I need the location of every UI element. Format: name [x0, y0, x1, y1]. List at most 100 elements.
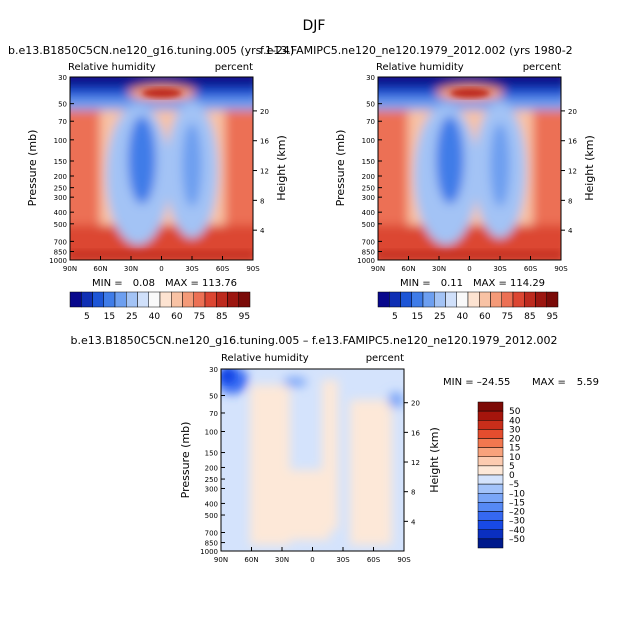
colorbar-swatch: [400, 291, 412, 308]
y-tick-label: 300: [205, 486, 218, 494]
height-tick-label: 20: [260, 108, 269, 116]
colorbar-swatch: [477, 538, 504, 549]
x-tick-label: 30S: [493, 265, 507, 273]
x-tick-label: 30N: [275, 556, 289, 564]
x-tick-label: 30S: [185, 265, 199, 273]
x-tick-label: 90S: [246, 265, 260, 273]
stats-min: 0.11: [441, 278, 463, 289]
colorbar-swatch: [477, 520, 504, 530]
height-tick-label: 16: [568, 138, 577, 146]
contour-field: [378, 77, 561, 260]
colorbar-swatch: [227, 291, 239, 308]
x-tick-label: 0: [159, 265, 163, 273]
y-tick-label: 150: [54, 158, 67, 166]
y-tick-label: 500: [54, 221, 67, 229]
colorbar-label: 40: [457, 312, 469, 322]
y-tick-label: 200: [362, 173, 375, 181]
y-tick-label: 100: [362, 137, 375, 145]
y-tick-label: 30: [209, 366, 218, 374]
colorbar-swatch: [445, 291, 457, 308]
colorbar-label: 15: [104, 312, 115, 322]
x-tick-label: 60N: [401, 265, 415, 273]
x-tick-label: 0: [467, 265, 471, 273]
x-tick-label: 60S: [216, 265, 230, 273]
y-tick-label: 400: [362, 209, 375, 217]
height-tick-label: 4: [260, 227, 265, 235]
y-tick-label: 150: [362, 158, 375, 166]
x-tick-label: 30S: [336, 556, 350, 564]
colorbar-label: 30: [509, 425, 521, 435]
colorbar-label: 85: [524, 312, 535, 322]
y-tick-label: 30: [58, 74, 67, 82]
colorbar-swatch: [477, 456, 504, 467]
panel-amip: f.e13.FAMIPC5.ne120_ne120.1979_2012.002 …: [260, 44, 596, 322]
y2-axis-label: Height (km): [583, 135, 596, 201]
y-tick-label: 1000: [49, 257, 67, 265]
x-tick-label: 60N: [93, 265, 107, 273]
y-tick-label: 50: [366, 101, 375, 109]
y-axis-label: Pressure (mb): [179, 422, 192, 499]
colorbar-swatch: [477, 502, 504, 512]
x-tick-label: 60S: [367, 556, 381, 564]
colorbar-swatch: [477, 483, 504, 494]
x-tick-label: 90N: [63, 265, 77, 273]
colorbar-swatch: [171, 291, 183, 308]
y-tick-label: 70: [58, 118, 67, 126]
axis-ticks: 305070100150200250300400500700850100090N…: [49, 74, 269, 273]
colorbar-swatch: [512, 291, 525, 308]
left-label: Relative humidity: [68, 62, 156, 73]
colorbar-swatch: [182, 291, 194, 308]
height-tick-label: 12: [568, 168, 577, 176]
x-tick-label: 90S: [397, 556, 411, 564]
y-tick-label: 30: [366, 74, 375, 82]
colorbar-swatch: [477, 420, 504, 430]
y-tick-label: 500: [205, 512, 218, 520]
right-label: percent: [366, 353, 404, 364]
colorbar-label: –15: [509, 498, 525, 508]
colorbar-label: 75: [502, 312, 513, 322]
colorbar-swatch: [114, 291, 127, 308]
right-label: percent: [215, 62, 253, 73]
colorbar-label: 0: [509, 471, 515, 481]
left-label: Relative humidity: [221, 353, 309, 364]
colorbar-label: 40: [509, 416, 521, 426]
colorbar-swatch: [456, 291, 469, 308]
colorbar: 5 15 25 40 60 75 85 95: [377, 291, 559, 322]
stats-min: MIN = –24.55: [443, 377, 510, 388]
colorbar-swatch: [477, 438, 504, 448]
height-tick-label: 8: [411, 489, 415, 497]
y-tick-label: 50: [209, 393, 218, 401]
y-tick-label: 400: [54, 209, 67, 217]
colorbar-swatch: [411, 291, 424, 308]
colorbar-label: –20: [509, 508, 525, 518]
colorbar-swatch: [422, 291, 435, 308]
height-tick-label: 20: [411, 400, 420, 408]
colorbar-swatch: [148, 291, 161, 308]
x-tick-label: 60N: [244, 556, 258, 564]
y-tick-label: 500: [362, 221, 375, 229]
axis-ticks: 305070100150200250300400500700850100090N…: [200, 366, 420, 564]
panel-title: f.e13.FAMIPC5.ne120_ne120.1979_2012.002 …: [260, 44, 573, 57]
right-label: percent: [523, 62, 561, 73]
colorbar-swatch: [434, 291, 446, 308]
colorbar-swatch: [204, 291, 217, 308]
stats-min-label: MIN =: [400, 278, 431, 289]
y-tick-label: 150: [205, 450, 218, 458]
colorbar-label: 15: [412, 312, 423, 322]
colorbar-swatch: [477, 465, 504, 476]
colorbar-label: –30: [509, 517, 525, 527]
colorbar-swatch: [524, 291, 536, 308]
y-tick-label: 100: [205, 428, 218, 436]
y-tick-label: 100: [54, 137, 67, 145]
colorbar-label: 20: [509, 435, 521, 445]
colorbar-swatch: [477, 529, 504, 540]
y-tick-label: 850: [205, 540, 218, 548]
colorbar-label: –40: [509, 526, 525, 536]
colorbar-swatch: [477, 410, 504, 421]
colorbar-swatch: [69, 291, 82, 308]
colorbar-label: 5: [392, 312, 398, 322]
colorbar-label: –50: [509, 535, 525, 545]
y-tick-label: 850: [54, 249, 67, 257]
